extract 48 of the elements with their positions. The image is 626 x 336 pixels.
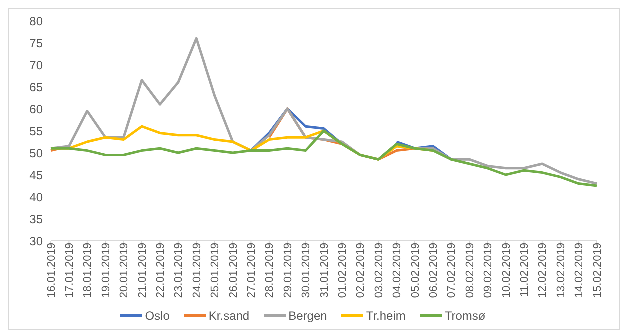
- x-tick-label: 19.01.2019: [100, 243, 112, 298]
- x-tick-label: 04.02.2019: [392, 243, 404, 298]
- x-tick-label: 01.02.2019: [337, 243, 350, 298]
- x-tick-label: 20.01.2019: [118, 243, 131, 298]
- x-tick-label: 18.01.2019: [82, 243, 94, 298]
- x-tick-label: 30.01.2019: [300, 243, 313, 298]
- x-tick-label: 07.02.2019: [446, 243, 458, 298]
- y-tick-label: 30: [30, 234, 44, 248]
- x-tick-label: 16.01.2019: [46, 243, 58, 298]
- y-tick-label: 35: [30, 212, 44, 226]
- legend-label: Bergen: [288, 309, 328, 323]
- x-tick-label: 03.02.2019: [373, 243, 386, 298]
- x-tick-label: 17.01.2019: [64, 243, 76, 298]
- y-tick-label: 80: [30, 14, 44, 28]
- x-tick-label: 31.01.2019: [318, 243, 331, 298]
- legend-label: Tromsø: [444, 309, 486, 323]
- y-tick-label: 55: [30, 124, 44, 138]
- x-tick-label: 02.02.2019: [355, 243, 368, 298]
- x-tick-label: 28.01.2019: [264, 243, 276, 298]
- x-tick-label: 29.01.2019: [282, 243, 294, 298]
- x-tick-label: 08.02.2019: [464, 243, 476, 298]
- x-tick-label: 05.02.2019: [410, 243, 422, 298]
- x-tick-label: 13.02.2019: [555, 243, 568, 298]
- legend-label: Oslo: [145, 309, 170, 323]
- x-tick-label: 21.01.2019: [136, 243, 149, 298]
- x-tick-label: 23.01.2019: [173, 243, 186, 298]
- x-tick-label: 06.02.2019: [428, 243, 440, 298]
- x-tick-label: 22.01.2019: [155, 243, 168, 298]
- y-tick-label: 50: [30, 146, 44, 160]
- y-tick-label: 75: [30, 36, 44, 50]
- y-tick-label: 60: [30, 102, 44, 116]
- y-tick-label: 40: [30, 190, 44, 204]
- x-tick-label: 11.02.2019: [519, 243, 532, 298]
- x-tick-label: 25.01.2019: [210, 243, 222, 298]
- x-tick-label: 24.01.2019: [191, 243, 204, 298]
- x-tick-label: 12.02.2019: [537, 243, 550, 298]
- x-tick-label: 14.02.2019: [574, 243, 586, 298]
- x-tick-label: 15.02.2019: [592, 243, 604, 298]
- x-tick-label: 26.01.2019: [228, 243, 240, 298]
- x-tick-label: 09.02.2019: [482, 243, 495, 298]
- y-tick-label: 70: [30, 58, 44, 72]
- y-tick-label: 45: [30, 168, 44, 182]
- line-series: [50, 130, 598, 188]
- x-tick-label: 27.01.2019: [246, 243, 258, 298]
- x-tick-label: 10.02.2019: [500, 243, 513, 298]
- legend-label: Tr.heim: [366, 309, 406, 323]
- y-tick-label: 65: [30, 80, 44, 94]
- legend-label: Kr.sand: [208, 309, 250, 323]
